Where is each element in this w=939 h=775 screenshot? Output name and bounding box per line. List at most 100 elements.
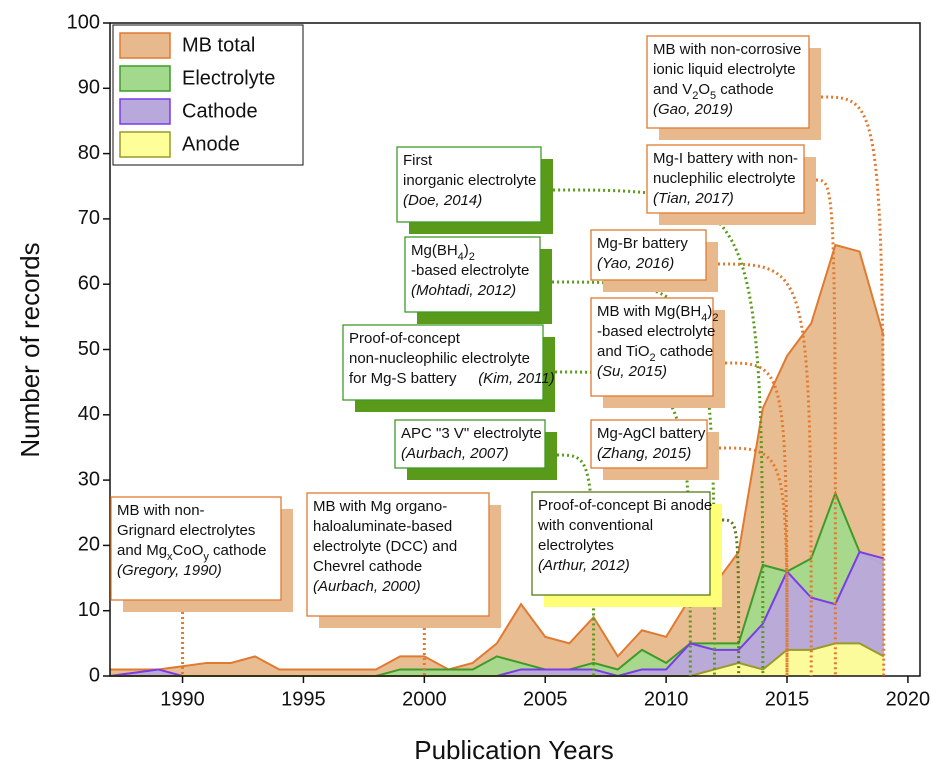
annotation-text: ionic liquid electrolyte: [653, 61, 796, 78]
annotation-connector: [815, 178, 837, 677]
y-tick-label: 40: [78, 403, 100, 425]
annotation-box: [531, 491, 711, 596]
annotation-citation: (Arthur, 2012): [538, 557, 630, 574]
annotation-box: [590, 419, 708, 469]
annotation-segment: 2: [650, 352, 656, 364]
annotation-citation: (Aurbach, 2007): [401, 445, 509, 462]
annotation-text: -based electrolyte: [597, 323, 715, 340]
annotation-segment: inorganic electrolyte: [403, 172, 536, 189]
area-line: [110, 243, 885, 671]
annotation-segment: ): [464, 242, 469, 259]
annotation-connector: [721, 518, 741, 677]
legend-swatch: [119, 131, 171, 158]
annotation-text: electrolytes: [538, 537, 614, 554]
annotation-segment: Mg-Br battery: [597, 235, 688, 252]
annotation-box: [590, 297, 714, 397]
y-tick-label: 30: [78, 468, 100, 490]
annotation-connector: [724, 361, 789, 677]
annotation-segment: -based electrolyte: [597, 323, 715, 340]
annotation-segment: with conventional: [537, 517, 653, 534]
annotation-segment: 2: [469, 251, 475, 263]
y-tick-label: 10: [78, 599, 100, 621]
annotation-segment: electrolyte (DCC) and: [313, 538, 457, 555]
annotation-box: [646, 35, 810, 129]
annotation-text: non-nucleophilic electrolyte: [349, 350, 530, 367]
annotation-segment: 4: [458, 251, 464, 263]
y-tick-label: 70: [78, 207, 100, 229]
annotation-segment: and TiO: [597, 343, 650, 360]
annotation-text: -based electrolyte: [411, 262, 529, 279]
annotation-box: [646, 144, 805, 214]
annotation-segment: and V: [653, 81, 692, 98]
annotation-segment: and Mg: [117, 542, 167, 559]
annotation-segment: for Mg-S battery: [349, 370, 457, 387]
annotation-segment: Proof-of-concept: [349, 330, 461, 347]
annotation-segment: nuclephilic electrolyte: [653, 170, 796, 187]
annotation-text: MB with non-corrosive: [653, 41, 801, 58]
annotation-citation: (Doe, 2014): [403, 192, 482, 209]
annotation-text: APC "3 V" electrolyte: [401, 425, 542, 442]
annotation-text: electrolyte (DCC) and: [313, 538, 457, 555]
annotation-box: [342, 324, 544, 401]
annotation-citation: (Mohtadi, 2012): [411, 282, 516, 299]
annotation-citation: (Yao, 2016): [597, 255, 674, 272]
y-tick-label: 80: [78, 142, 100, 164]
annotation-segment: O: [698, 81, 710, 98]
legend-swatch: [119, 98, 171, 125]
annotation-segment: First: [403, 152, 433, 169]
annotation-connector: [552, 188, 765, 677]
legend-swatch: [119, 65, 171, 92]
annotation-citation: (Gregory, 1990): [117, 562, 222, 579]
annotation-segment: 5: [710, 90, 716, 102]
annotation-text: Grignard electrolytes: [117, 522, 255, 539]
y-tick-label: 50: [78, 338, 100, 360]
annotation-citation: (Kim, 2011): [478, 370, 554, 387]
area: [110, 643, 884, 676]
annotation-text: Proof-of-concept Bi anode: [538, 497, 712, 514]
annotation-segment: APC "3 V" electrolyte: [401, 425, 542, 442]
annotation-segment: MB with Mg organo-: [313, 498, 447, 515]
annotation-text: Mg-AgCl battery: [597, 425, 706, 442]
annotation-text: and TiO2 cathode: [597, 343, 713, 364]
annotation-citation: (Aurbach, 2000): [313, 578, 421, 595]
annotation-text: and MgxCoOy cathode: [117, 542, 266, 563]
x-tick-label: 2000: [402, 688, 447, 710]
annotation-segment: electrolytes: [538, 537, 614, 554]
annotation-box: [590, 229, 707, 281]
annotation-segment: Chevrel cathode: [313, 558, 422, 575]
annotation-box: [404, 236, 541, 313]
x-tick-label: 2005: [523, 688, 568, 710]
annotation-text: Proof-of-concept: [349, 330, 461, 347]
annotation-text: MB with non-: [117, 502, 205, 519]
annotation-text: for Mg-S battery: [349, 370, 457, 387]
annotation-segment: y: [203, 551, 209, 563]
x-tick-label: 2010: [644, 688, 689, 710]
annotation-citation: (Gao, 2019): [653, 101, 733, 118]
annotation-text: Mg-Br battery: [597, 235, 688, 252]
annotation-segment: Grignard electrolytes: [117, 522, 255, 539]
area: [110, 551, 884, 676]
annotation-citation: (Tian, 2017): [653, 190, 734, 207]
annotation-text: and V2O5 cathode: [653, 81, 774, 102]
annotation-segment: x: [167, 551, 173, 563]
annotation-segment: 2: [692, 90, 698, 102]
annotation-segment: cathode: [716, 81, 774, 98]
annotation-box: [110, 496, 282, 601]
annotation-segment: ): [707, 303, 712, 320]
annotation-segment: cathode: [656, 343, 714, 360]
annotation-text: haloaluminate-based: [313, 518, 452, 535]
annotation-connector: [820, 95, 886, 677]
annotation-citation: (Zhang, 2015): [597, 445, 691, 462]
x-tick-label: 2015: [765, 688, 810, 710]
annotation-box: [394, 419, 546, 469]
annotation-text: with conventional: [537, 517, 653, 534]
y-tick-label: 0: [89, 664, 100, 686]
annotation-segment: non-nucleophilic electrolyte: [349, 350, 530, 367]
x-tick-label: 1995: [281, 688, 326, 710]
annotation-text: MB with Mg organo-: [313, 498, 447, 515]
annotation-citation: (Su, 2015): [597, 363, 667, 380]
annotation-segment: -based electrolyte: [411, 262, 529, 279]
annotation-segment: ionic liquid electrolyte: [653, 61, 796, 78]
annotation-text: Chevrel cathode: [313, 558, 422, 575]
